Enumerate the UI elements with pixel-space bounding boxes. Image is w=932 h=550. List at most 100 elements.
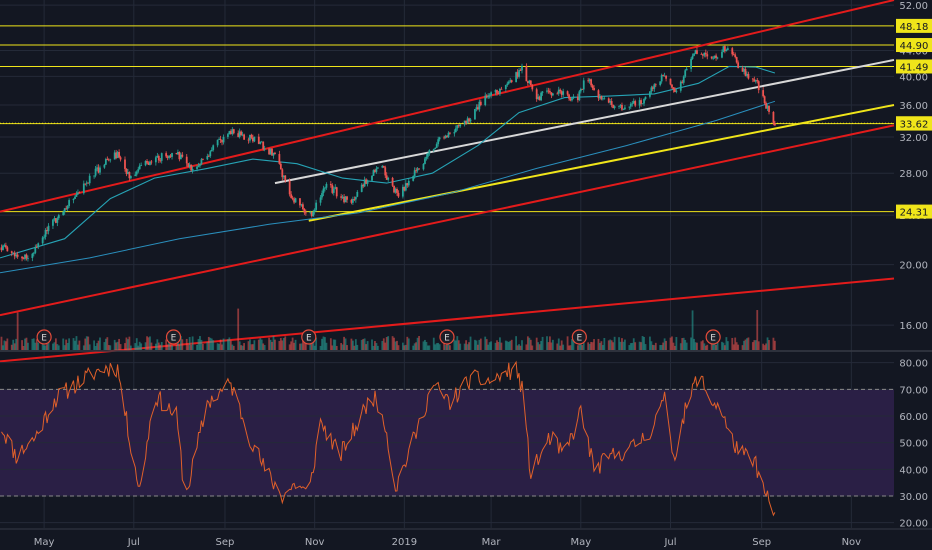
price-pane[interactable]: 16.0020.0024.0028.0032.0036.0040.0044.00… bbox=[0, 0, 932, 528]
volume-bar bbox=[341, 344, 344, 350]
volume-bar bbox=[634, 342, 637, 350]
candle-body bbox=[331, 185, 334, 193]
trendline[interactable] bbox=[0, 124, 895, 317]
candle-body bbox=[249, 134, 251, 141]
candle-body bbox=[487, 95, 490, 98]
volume-bar bbox=[222, 338, 225, 350]
earnings-marker[interactable]: E bbox=[165, 329, 182, 345]
volume-bar bbox=[212, 340, 215, 350]
volume-bar bbox=[44, 345, 47, 350]
volume-bar bbox=[631, 342, 634, 350]
candle-body bbox=[576, 96, 579, 101]
candle-body bbox=[773, 123, 776, 126]
candle-body bbox=[671, 84, 673, 88]
candle-body bbox=[690, 58, 692, 69]
volume-bar bbox=[65, 339, 68, 350]
volume-bar bbox=[97, 340, 100, 350]
level-price-label[interactable]: 48.18 bbox=[896, 18, 932, 33]
trendline[interactable] bbox=[274, 58, 895, 185]
candle-body bbox=[744, 68, 747, 76]
volume-bar bbox=[103, 342, 106, 350]
volume-bar bbox=[435, 343, 438, 350]
volume-bar bbox=[4, 341, 7, 350]
candle-body bbox=[538, 96, 541, 101]
candle-body bbox=[282, 175, 285, 178]
candle-body bbox=[3, 245, 6, 247]
volume-bar bbox=[572, 339, 575, 350]
earnings-marker-ring bbox=[705, 329, 721, 345]
time-axis: May Jul Sep Nov 2019 Mar May Jul Sep Nov bbox=[0, 528, 932, 548]
trendline[interactable] bbox=[308, 104, 895, 222]
volume-bar bbox=[488, 342, 491, 350]
candle-body bbox=[32, 252, 35, 254]
volume-bar bbox=[32, 338, 35, 350]
volume-bar bbox=[387, 336, 390, 350]
candle-body bbox=[540, 92, 543, 101]
candle-body bbox=[353, 199, 356, 200]
earnings-marker-label: E bbox=[444, 334, 450, 344]
earnings-marker[interactable]: E bbox=[705, 329, 721, 345]
candle-body bbox=[125, 168, 128, 174]
volume-bar bbox=[140, 343, 143, 350]
candle-body bbox=[418, 168, 420, 170]
level-label-text: 41.49 bbox=[900, 62, 929, 73]
volume-bar bbox=[662, 342, 665, 350]
volume-bar bbox=[177, 340, 179, 350]
candle-body bbox=[269, 148, 272, 155]
earnings-marker[interactable]: E bbox=[301, 329, 317, 345]
level-price-label[interactable]: 24.31 bbox=[896, 204, 932, 219]
volume-bar bbox=[765, 343, 767, 350]
candle-body bbox=[693, 53, 695, 56]
level-price-label[interactable]: 41.49 bbox=[896, 59, 932, 73]
volume-bar bbox=[321, 338, 323, 350]
earnings-marker[interactable]: E bbox=[571, 329, 587, 345]
volume-bar bbox=[669, 337, 672, 350]
candle-body bbox=[559, 89, 562, 92]
candle-body bbox=[649, 91, 651, 97]
candle-body bbox=[696, 50, 698, 54]
volume-bar bbox=[116, 341, 119, 350]
volume-bar bbox=[335, 345, 338, 350]
volume-bar bbox=[340, 343, 343, 350]
candle-body bbox=[54, 218, 57, 223]
candle-body bbox=[485, 95, 488, 98]
rsi-pane[interactable]: 20.00 30.00 40.00 50.00 60.00 70.00 80.00 bbox=[0, 359, 928, 530]
earnings-marker[interactable]: E bbox=[439, 329, 455, 345]
candle-body bbox=[549, 91, 551, 93]
candle-body bbox=[222, 136, 225, 143]
candle-body bbox=[753, 79, 756, 82]
volume-bar bbox=[772, 337, 775, 350]
candle-body bbox=[37, 243, 40, 248]
candle-body bbox=[44, 229, 47, 237]
volume-bar bbox=[291, 337, 294, 350]
candle-body bbox=[47, 225, 50, 232]
volume-bar bbox=[629, 343, 632, 350]
candle-body bbox=[659, 81, 662, 86]
candle-body bbox=[662, 75, 665, 76]
candle-body bbox=[722, 46, 725, 52]
candle-body bbox=[560, 91, 563, 95]
volume-bar bbox=[260, 339, 263, 350]
level-price-label[interactable]: 44.90 bbox=[896, 38, 932, 53]
volume-bar bbox=[407, 338, 410, 350]
candle-body bbox=[654, 84, 657, 86]
earnings-marker[interactable]: E bbox=[36, 329, 52, 345]
volume-bar bbox=[650, 341, 653, 350]
candle-body bbox=[579, 88, 582, 92]
candle-body bbox=[252, 137, 254, 142]
volume-bar bbox=[115, 342, 118, 350]
volume-bar bbox=[284, 336, 287, 350]
trendline[interactable] bbox=[0, 0, 895, 213]
volume-bar bbox=[129, 345, 132, 350]
candle-body bbox=[137, 169, 140, 172]
candle-body bbox=[259, 141, 262, 144]
volume-bar bbox=[474, 339, 476, 350]
candle-body bbox=[672, 87, 675, 90]
candle-body bbox=[43, 236, 46, 238]
volume-bar bbox=[25, 337, 28, 350]
candle-body bbox=[46, 229, 48, 232]
volume-bar bbox=[146, 336, 148, 350]
candle-body bbox=[41, 237, 44, 244]
level-price-label[interactable]: 33.62 bbox=[896, 116, 932, 131]
